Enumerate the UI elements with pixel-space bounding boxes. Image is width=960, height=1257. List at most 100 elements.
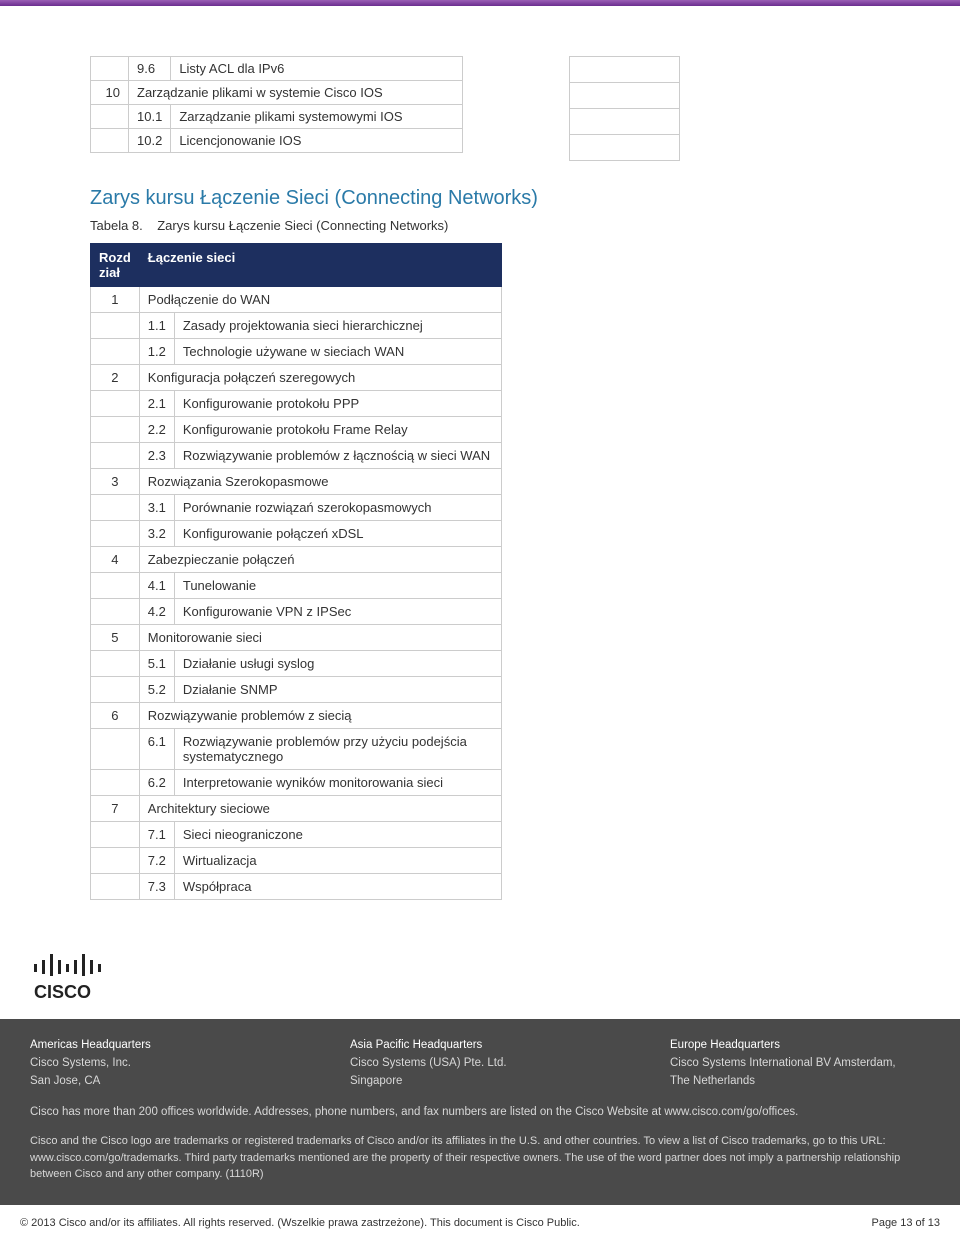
- table-cell-text: Działanie usługi syslog: [174, 651, 501, 677]
- table-cell-text: Monitorowanie sieci: [139, 625, 501, 651]
- table-cell-subnum: 4.1: [139, 573, 174, 599]
- hq-line: Singapore: [350, 1073, 610, 1090]
- hq-line: Cisco Systems, Inc.: [30, 1055, 290, 1072]
- table-cell-empty: [91, 443, 140, 469]
- table-cell-empty: [91, 729, 140, 770]
- copyright-text: © 2013 Cisco and/or its affiliates. All …: [20, 1217, 580, 1229]
- table-cell-subnum: 9.6: [129, 57, 171, 81]
- page-label: Page 13 of 13: [871, 1217, 940, 1229]
- table-cell-subnum: 1.2: [139, 339, 174, 365]
- table-cell-text: Rozwiązania Szerokopasmowe: [139, 469, 501, 495]
- table-cell-empty: [91, 822, 140, 848]
- table-cell-subnum: 6.2: [139, 770, 174, 796]
- empty-cell: [570, 83, 680, 109]
- hq-line: The Netherlands: [670, 1073, 930, 1090]
- hq-title: Asia Pacific Headquarters: [350, 1037, 610, 1054]
- table-cell-subnum: 3.1: [139, 495, 174, 521]
- trademark-text: Cisco and the Cisco logo are trademarks …: [30, 1133, 930, 1183]
- table-cell-empty: [91, 521, 140, 547]
- table-cell-empty: [91, 417, 140, 443]
- main-table: Rozd ział Łączenie sieci 1Podłączenie do…: [90, 243, 502, 900]
- table-cell-empty: [91, 495, 140, 521]
- offices-text: Cisco has more than 200 offices worldwid…: [30, 1104, 930, 1121]
- hq-row: Americas HeadquartersCisco Systems, Inc.…: [30, 1037, 930, 1090]
- table-cell-subnum: 3.2: [139, 521, 174, 547]
- empty-cell: [570, 57, 680, 83]
- hq-column: Europe HeadquartersCisco Systems Interna…: [670, 1037, 930, 1090]
- upper-tables-row: 9.6Listy ACL dla IPv6 10Zarządzanie plika…: [90, 56, 870, 173]
- footer-copyright-row: © 2013 Cisco and/or its affiliates. All …: [0, 1205, 960, 1243]
- table-cell-num: 7: [91, 796, 140, 822]
- table-cell-subnum: 10.1: [129, 105, 171, 129]
- hq-column: Asia Pacific HeadquartersCisco Systems (…: [350, 1037, 610, 1090]
- hq-title: Europe Headquarters: [670, 1037, 930, 1054]
- table-caption: Tabela 8. Zarys kursu Łączenie Sieci (Co…: [90, 218, 870, 233]
- table-cell-empty: [91, 339, 140, 365]
- table-cell-empty: [91, 874, 140, 900]
- table-cell-empty: [91, 313, 140, 339]
- table-cell-text: Licencjonowanie IOS: [171, 129, 463, 153]
- continuation-table: 9.6Listy ACL dla IPv6 10Zarządzanie plika…: [90, 56, 463, 153]
- caption-prefix: Tabela 8.: [90, 218, 143, 233]
- table-cell-empty: [91, 651, 140, 677]
- table-cell-text: Konfigurowanie VPN z IPSec: [174, 599, 501, 625]
- cisco-logo-icon: CISCO: [30, 950, 120, 1002]
- table-cell-subnum: 2.2: [139, 417, 174, 443]
- table-cell-subnum: 5.1: [139, 651, 174, 677]
- table-cell-subnum: 10.2: [129, 129, 171, 153]
- table-cell-num: 3: [91, 469, 140, 495]
- table-cell-text: Zarządzanie plikami w systemie Cisco IOS: [129, 81, 463, 105]
- table-cell-text: Rozwiązywanie problemów przy użyciu pode…: [174, 729, 501, 770]
- table-cell-text: Rozwiązywanie problemów z łącznością w s…: [174, 443, 501, 469]
- hq-title: Americas Headquarters: [30, 1037, 290, 1054]
- table-cell-text: Rozwiązywanie problemów z siecią: [139, 703, 501, 729]
- table-cell-empty: [91, 677, 140, 703]
- table-cell-subnum: 2.1: [139, 391, 174, 417]
- table-cell-empty: [91, 129, 129, 153]
- header-text: Łączenie sieci: [139, 244, 501, 287]
- table-cell-subnum: 7.3: [139, 874, 174, 900]
- page-content: 9.6Listy ACL dla IPv6 10Zarządzanie plika…: [0, 6, 960, 920]
- table-cell-text: Konfigurowanie protokołu PPP: [174, 391, 501, 417]
- header-num: Rozd ział: [91, 244, 140, 287]
- table-cell-text: Porównanie rozwiązań szerokopasmowych: [174, 495, 501, 521]
- table-cell-num: 10: [91, 81, 129, 105]
- table-cell-num: 4: [91, 547, 140, 573]
- table-cell-text: Interpretowanie wyników monitorowania si…: [174, 770, 501, 796]
- table-cell-text: Tunelowanie: [174, 573, 501, 599]
- footer-dark: Americas HeadquartersCisco Systems, Inc.…: [0, 1019, 960, 1205]
- table-cell-text: Zabezpieczanie połączeń: [139, 547, 501, 573]
- table-cell-text: Listy ACL dla IPv6: [171, 57, 463, 81]
- table-cell-num: 6: [91, 703, 140, 729]
- hq-column: Americas HeadquartersCisco Systems, Inc.…: [30, 1037, 290, 1090]
- table-cell-text: Wirtualizacja: [174, 848, 501, 874]
- table-cell-subnum: 1.1: [139, 313, 174, 339]
- table-cell-num: 2: [91, 365, 140, 391]
- table-cell-text: Konfiguracja połączeń szeregowych: [139, 365, 501, 391]
- cisco-logo-block: CISCO: [0, 920, 960, 1005]
- table-cell-subnum: 7.1: [139, 822, 174, 848]
- table-cell-empty: [91, 599, 140, 625]
- table-cell-subnum: 5.2: [139, 677, 174, 703]
- table-cell-text: Konfigurowanie protokołu Frame Relay: [174, 417, 501, 443]
- table-cell-num: 5: [91, 625, 140, 651]
- hq-line: San Jose, CA: [30, 1073, 290, 1090]
- table-cell-text: Architektury sieciowe: [139, 796, 501, 822]
- table-cell-empty: [91, 770, 140, 796]
- side-empty-table: [569, 56, 680, 161]
- table-cell-text: Technologie używane w sieciach WAN: [174, 339, 501, 365]
- section-title: Zarys kursu Łączenie Sieci (Connecting N…: [90, 187, 870, 210]
- table-cell-text: Konfigurowanie połączeń xDSL: [174, 521, 501, 547]
- hq-line: Cisco Systems (USA) Pte. Ltd.: [350, 1055, 610, 1072]
- table-cell-text: Sieci nieograniczone: [174, 822, 501, 848]
- empty-cell: [570, 109, 680, 135]
- table-cell-text: Współpraca: [174, 874, 501, 900]
- table-cell-empty: [91, 573, 140, 599]
- table-cell-subnum: 6.1: [139, 729, 174, 770]
- table-cell-subnum: 4.2: [139, 599, 174, 625]
- table-cell-empty: [91, 391, 140, 417]
- table-cell-empty: [91, 57, 129, 81]
- table-cell-text: Działanie SNMP: [174, 677, 501, 703]
- table-cell-empty: [91, 105, 129, 129]
- hq-line: Cisco Systems International BV Amsterdam…: [670, 1055, 930, 1072]
